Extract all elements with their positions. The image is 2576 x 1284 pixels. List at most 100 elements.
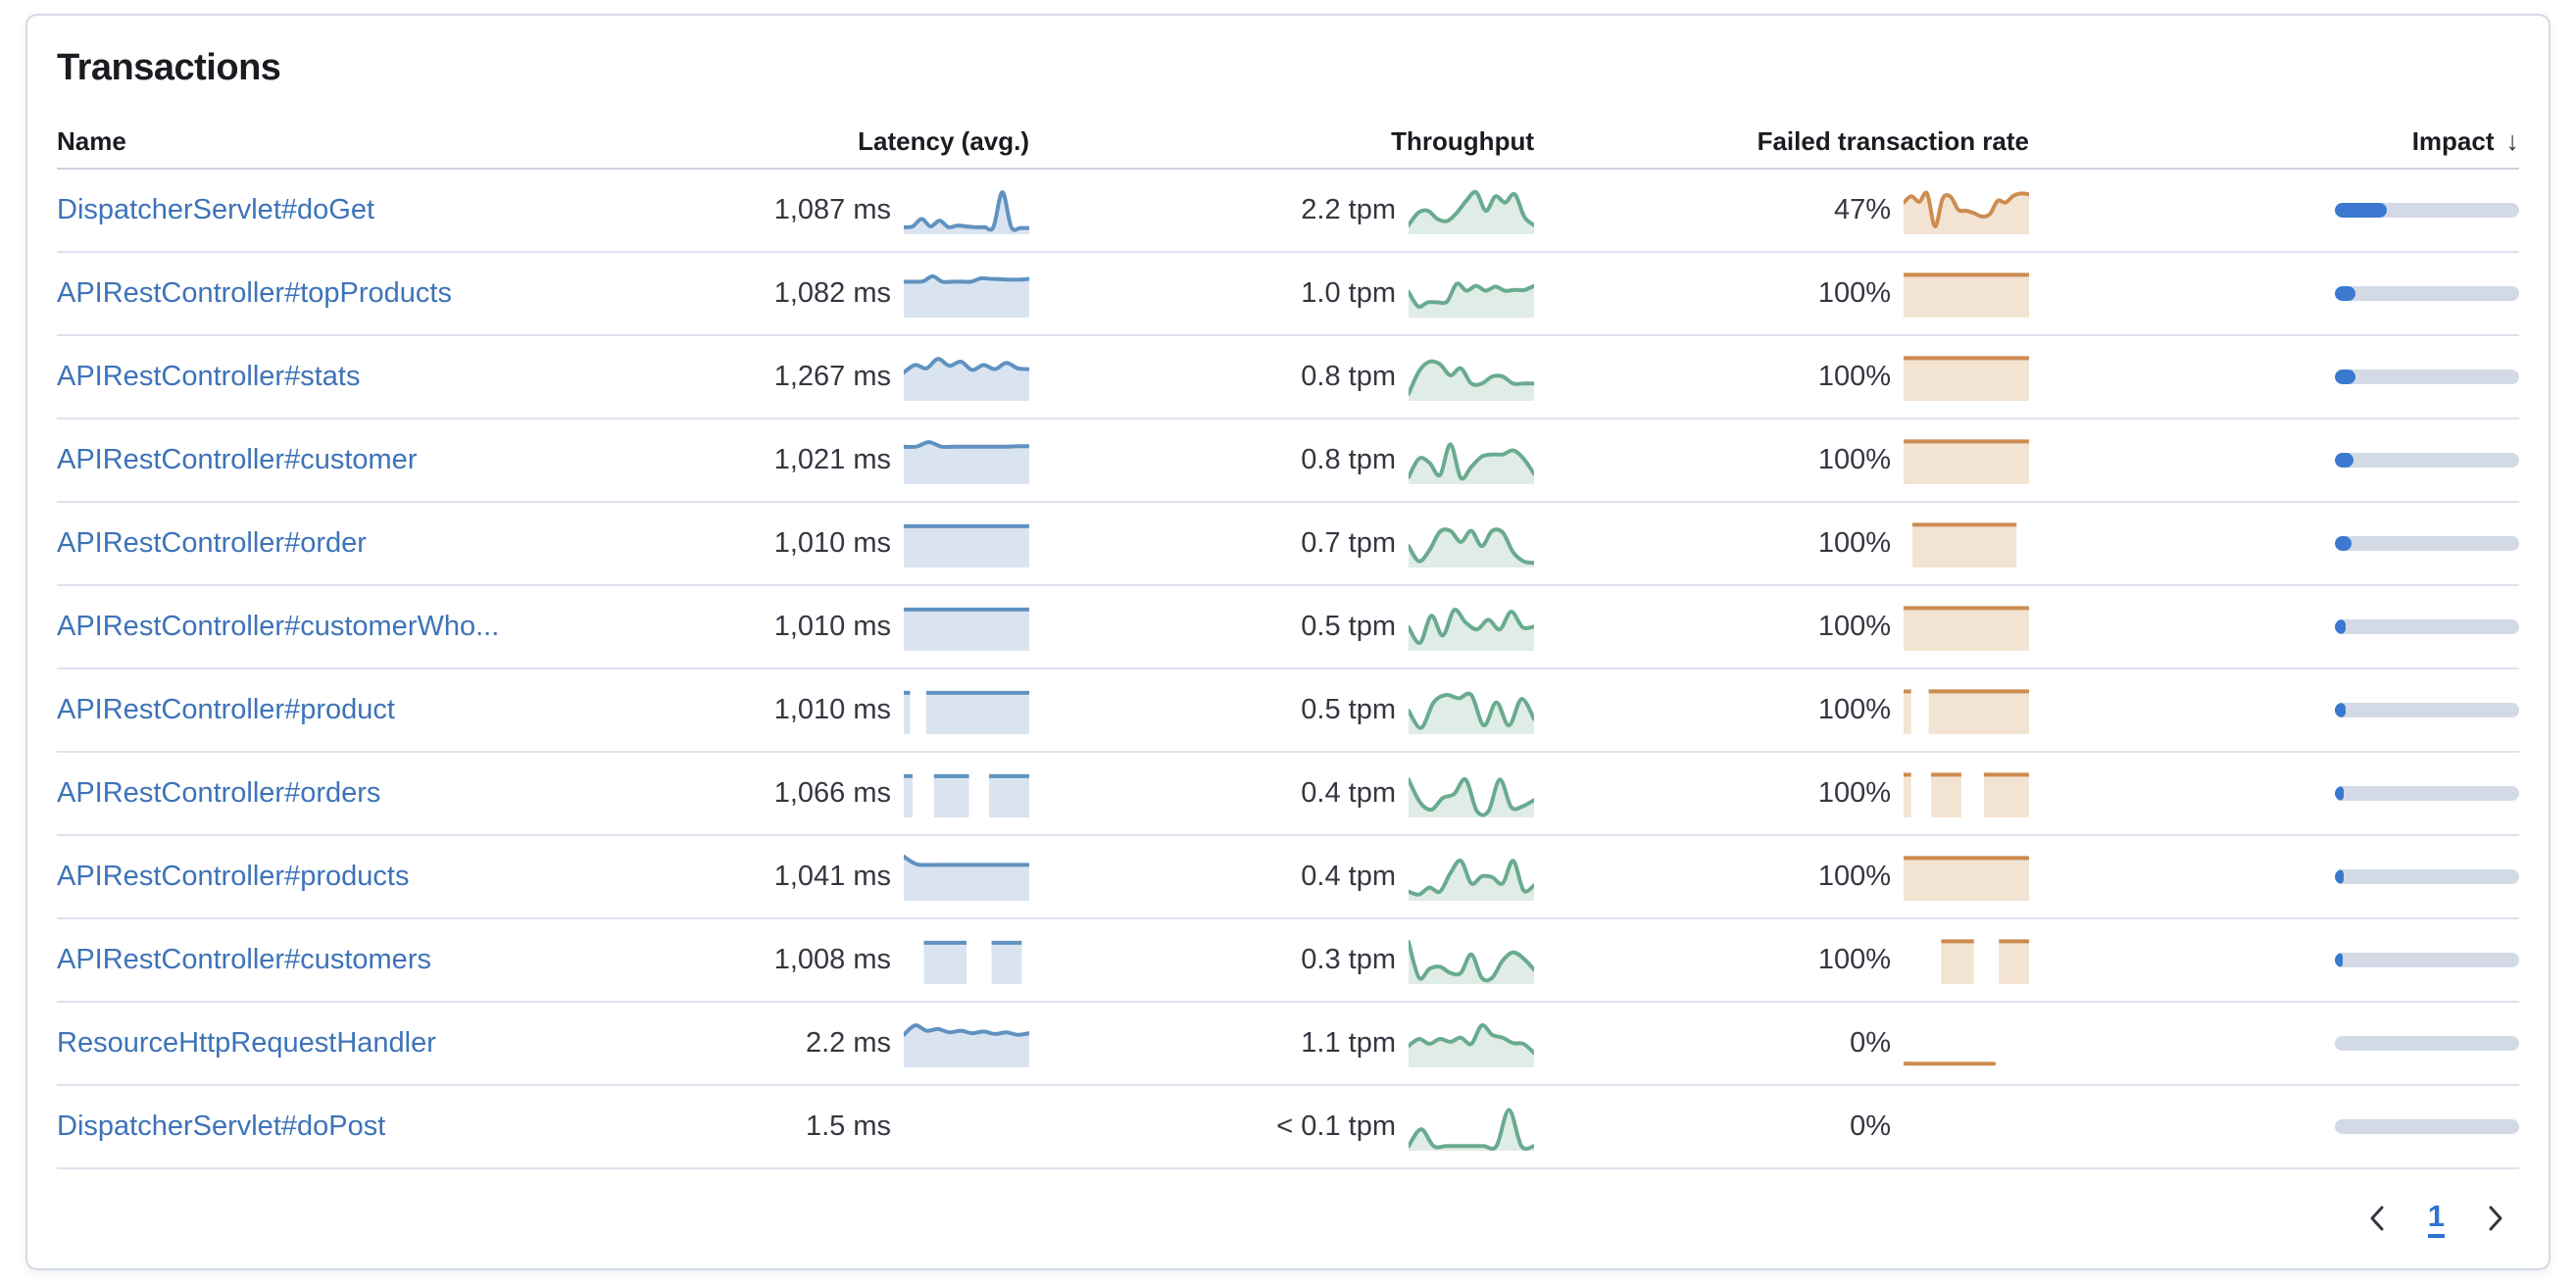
name-cell: APIRestController#product [57, 694, 686, 726]
failed-rate-sparkline [1904, 605, 2029, 651]
throughput-sparkline [1409, 939, 1534, 984]
name-cell: APIRestController#customerWho... [57, 611, 686, 643]
impact-bar [2335, 1036, 2519, 1051]
table-row: ResourceHttpRequestHandler 2.2 ms 1.1 tpm 0… [57, 1003, 2519, 1086]
latency-cell: 1,082 ms [686, 271, 1029, 318]
name-cell: DispatcherServlet#doGet [57, 194, 686, 226]
name-cell: APIRestController#order [57, 527, 686, 560]
throughput-sparkline [1409, 691, 1534, 734]
name-cell: APIRestController#topProducts [57, 277, 686, 310]
failed-cell: 100% [1534, 854, 2029, 901]
throughput-value: 2.2 tpm [1301, 194, 1396, 225]
transaction-name-link[interactable]: APIRestController#order [57, 527, 367, 559]
pagination-prev-button[interactable] [2361, 1199, 2393, 1238]
failed-rate-value: 0% [1850, 1111, 1891, 1142]
impact-cell [2029, 453, 2519, 468]
latency-value: 1,087 ms [773, 194, 891, 225]
transaction-name-link[interactable]: APIRestController#stats [57, 361, 361, 392]
transaction-name-link[interactable]: APIRestController#products [57, 861, 410, 892]
throughput-cell: 1.1 tpm [1029, 1020, 1534, 1067]
transaction-name-link[interactable]: DispatcherServlet#doGet [57, 194, 374, 225]
impact-bar [2335, 536, 2519, 551]
impact-cell [2029, 536, 2519, 551]
impact-bar [2335, 953, 2519, 967]
latency-value: 1.5 ms [805, 1111, 891, 1142]
throughput-value: 0.5 tpm [1301, 694, 1396, 725]
transaction-name-link[interactable]: APIRestController#topProducts [57, 277, 452, 309]
throughput-sparkline [1409, 280, 1534, 318]
table-body: DispatcherServlet#doGet 1,087 ms 2.2 tpm 47… [57, 170, 2519, 1169]
failed-cell: 100% [1534, 354, 2029, 401]
failed-rate-sparkline [1904, 355, 2029, 401]
transaction-name-link[interactable]: APIRestController#customerWho... [57, 611, 500, 642]
impact-bar [2335, 703, 2519, 717]
throughput-cell: 0.8 tpm [1029, 437, 1534, 484]
failed-rate-value: 47% [1833, 194, 1891, 225]
transaction-name-link[interactable]: ResourceHttpRequestHandler [57, 1027, 436, 1059]
latency-sparkline [904, 773, 1029, 817]
pagination-page-1[interactable]: 1 [2424, 1195, 2449, 1242]
impact-bar [2335, 1119, 2519, 1134]
latency-value: 1,041 ms [773, 861, 891, 892]
throughput-sparkline [1409, 189, 1534, 234]
name-cell: ResourceHttpRequestHandler [57, 1027, 686, 1060]
throughput-cell: 2.2 tpm [1029, 187, 1534, 234]
throughput-sparkline [1409, 858, 1534, 901]
throughput-cell: 0.8 tpm [1029, 354, 1534, 401]
failed-cell: 100% [1534, 770, 2029, 817]
transaction-name-link[interactable]: APIRestController#orders [57, 777, 381, 809]
impact-bar-fill [2335, 536, 2352, 551]
latency-cell: 1,087 ms [686, 187, 1029, 234]
failed-cell: 100% [1534, 687, 2029, 734]
impact-bar [2335, 869, 2519, 884]
impact-cell [2029, 203, 2519, 218]
failed-rate-sparkline [1904, 771, 2029, 817]
throughput-value: 0.8 tpm [1301, 361, 1396, 392]
column-header-impact[interactable]: Impact ↓ [2029, 126, 2519, 157]
latency-cell: 1,267 ms [686, 354, 1029, 401]
transaction-name-link[interactable]: APIRestController#customers [57, 944, 431, 975]
failed-rate-value: 100% [1817, 861, 1891, 892]
throughput-cell: 0.4 tpm [1029, 854, 1534, 901]
throughput-cell: 0.3 tpm [1029, 937, 1534, 984]
impact-cell [2029, 786, 2519, 801]
latency-value: 1,066 ms [773, 777, 891, 809]
latency-value: 1,010 ms [773, 527, 891, 559]
impact-cell [2029, 869, 2519, 884]
table-row: APIRestController#orders 1,066 ms 0.4 tpm 1… [57, 753, 2519, 836]
pagination: 1 [57, 1191, 2519, 1246]
failed-rate-value: 100% [1817, 527, 1891, 559]
transaction-name-link[interactable]: DispatcherServlet#doPost [57, 1111, 386, 1142]
throughput-cell: 0.5 tpm [1029, 604, 1534, 651]
failed-rate-sparkline [1904, 272, 2029, 318]
latency-cell: 1,008 ms [686, 937, 1029, 984]
failed-cell: 47% [1534, 187, 2029, 234]
latency-sparkline [904, 1104, 1029, 1151]
failed-cell: 100% [1534, 437, 2029, 484]
impact-bar-fill [2335, 203, 2387, 218]
name-cell: APIRestController#stats [57, 361, 686, 393]
table-row: APIRestController#products 1,041 ms 0.4 tp… [57, 836, 2519, 919]
throughput-sparkline [1409, 776, 1534, 817]
table-row: APIRestController#topProducts 1,082 ms 1.0… [57, 253, 2519, 336]
failed-rate-sparkline [1904, 1104, 2029, 1151]
latency-cell: 1,010 ms [686, 687, 1029, 734]
latency-sparkline [904, 690, 1029, 734]
throughput-sparkline [1409, 1022, 1534, 1067]
transaction-name-link[interactable]: APIRestController#product [57, 694, 395, 725]
impact-cell [2029, 619, 2519, 634]
chevron-left-icon [2370, 1206, 2384, 1231]
column-header-failed-rate: Failed transaction rate [1757, 125, 2029, 156]
latency-sparkline [904, 356, 1029, 401]
impact-bar-fill [2335, 453, 2353, 468]
impact-bar-fill [2335, 286, 2355, 301]
failed-cell: 100% [1534, 520, 2029, 568]
failed-rate-value: 100% [1817, 444, 1891, 475]
throughput-cell: 1.0 tpm [1029, 271, 1534, 318]
impact-cell [2029, 1036, 2519, 1051]
impact-cell [2029, 953, 2519, 967]
table-row: APIRestController#product 1,010 ms 0.5 tpm… [57, 669, 2519, 753]
transaction-name-link[interactable]: APIRestController#customer [57, 444, 418, 475]
pagination-next-button[interactable] [2480, 1199, 2511, 1238]
latency-cell: 1.5 ms [686, 1104, 1029, 1151]
